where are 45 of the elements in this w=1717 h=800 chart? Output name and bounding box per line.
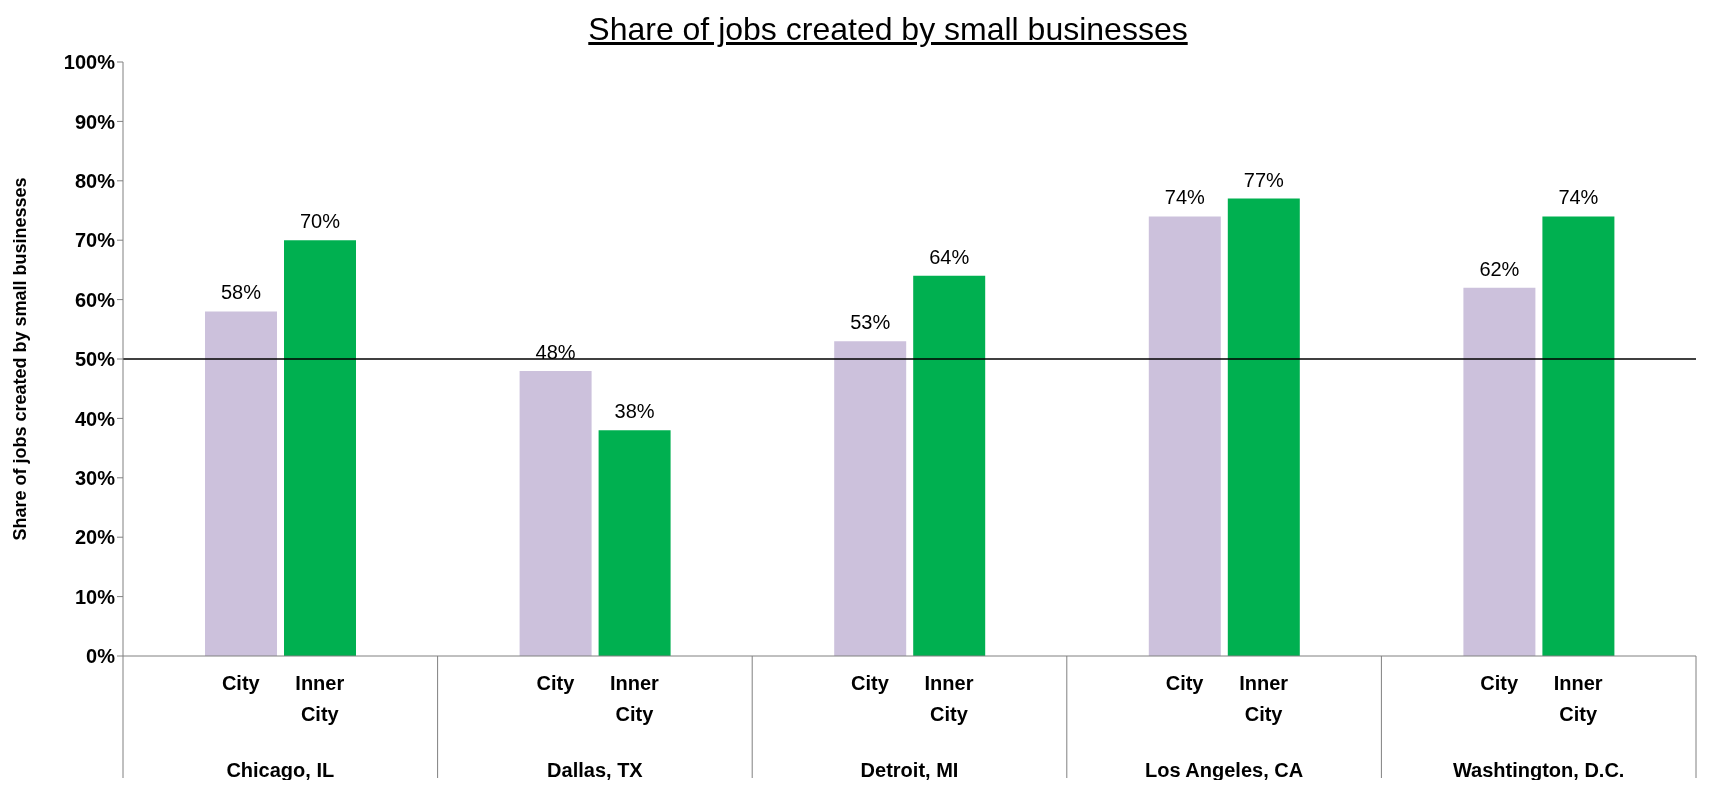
data-label: 77% bbox=[1243, 168, 1285, 191]
text: Inner City bbox=[609, 672, 659, 725]
text: Inner City bbox=[1553, 672, 1603, 725]
y-tick-label: 100% bbox=[63, 51, 116, 74]
y-tick-label: 40% bbox=[74, 407, 116, 430]
y-tick-label: 30% bbox=[74, 466, 116, 489]
x-tick-label: Dallas, TX bbox=[547, 759, 644, 781]
bar bbox=[1542, 216, 1615, 656]
text: City bbox=[1165, 672, 1204, 694]
text: City bbox=[851, 672, 889, 694]
data-label: 38% bbox=[614, 400, 655, 423]
bar bbox=[205, 311, 277, 656]
chart-title: Share of jobs created by small businesses bbox=[587, 10, 1189, 49]
text: Inner City bbox=[1239, 672, 1289, 725]
x-tick-label: Detroit, MI bbox=[860, 759, 959, 781]
data-label: 48% bbox=[535, 340, 576, 363]
text: Inner City bbox=[924, 672, 974, 725]
text: City bbox=[536, 672, 575, 694]
data-label: 74% bbox=[1164, 186, 1206, 209]
y-tick-label: 50% bbox=[74, 348, 116, 371]
bar bbox=[519, 370, 592, 656]
y-tick-label: 70% bbox=[74, 229, 116, 252]
bar bbox=[1148, 216, 1221, 656]
y-tick-label: 20% bbox=[74, 526, 116, 549]
data-label: 53% bbox=[850, 311, 891, 334]
y-axis-title: Share of jobs created by small businesses bbox=[10, 177, 31, 541]
bar bbox=[834, 341, 907, 656]
bar bbox=[598, 430, 671, 656]
y-tick-label: 0% bbox=[86, 645, 116, 668]
data-label: 62% bbox=[1479, 257, 1520, 280]
y-tick-label: 10% bbox=[74, 585, 116, 608]
data-label: 58% bbox=[220, 281, 262, 304]
series-label: Inner City bbox=[295, 672, 345, 725]
series-label: City bbox=[221, 672, 261, 694]
data-label: 64% bbox=[929, 245, 970, 268]
bar bbox=[1463, 287, 1536, 656]
data-label: 74% bbox=[1558, 186, 1599, 209]
data-label: 70% bbox=[299, 210, 341, 233]
bar bbox=[1227, 198, 1300, 656]
y-tick-label: 60% bbox=[74, 288, 116, 311]
bar bbox=[284, 240, 356, 656]
bar bbox=[913, 275, 986, 656]
y-tick-label: 80% bbox=[74, 169, 116, 192]
y-tick-label: 90% bbox=[74, 110, 116, 133]
text: City bbox=[1480, 672, 1519, 694]
